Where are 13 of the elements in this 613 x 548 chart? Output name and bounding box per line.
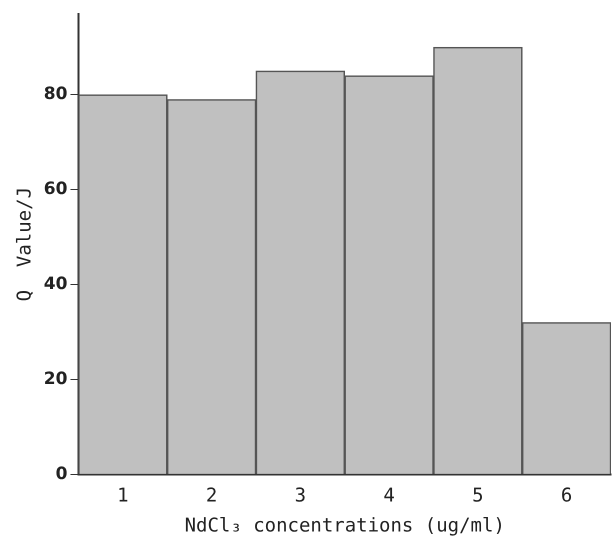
y-tick-label: 20 — [44, 368, 68, 389]
y-tick-label: 80 — [44, 84, 68, 104]
y-tick-label: 0 — [56, 464, 68, 484]
x-axis-title: NdCl₃ concentrations (ug/ml) — [184, 514, 505, 537]
y-tick-label: 60 — [44, 179, 68, 200]
y-axis-title: Q Value/J — [13, 187, 36, 302]
x-tick-label: 1 — [117, 484, 129, 507]
x-tick-label: 4 — [383, 484, 395, 507]
x-tick-label: 3 — [294, 484, 306, 507]
x-tick-label: 5 — [472, 484, 484, 507]
x-tick-label: 2 — [206, 484, 218, 507]
y-tick-label: 40 — [44, 274, 68, 294]
x-tick-label: 6 — [560, 484, 572, 507]
